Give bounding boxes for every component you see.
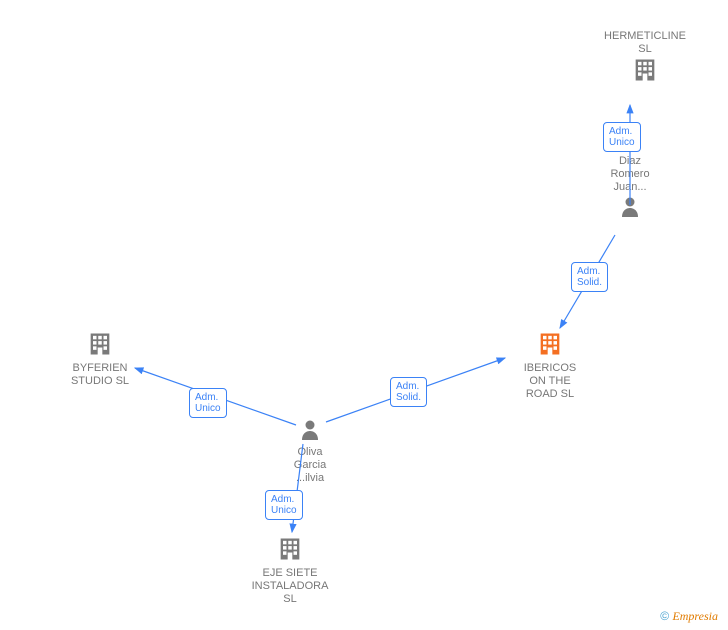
node-diaz[interactable]: Diaz Romero Juan... (600, 155, 660, 223)
node-label-ibericos: IBERICOS ON THE ROAD SL (510, 362, 590, 402)
copyright: © Empresia (660, 609, 718, 624)
node-byferien[interactable]: BYFERIEN STUDIO SL (60, 330, 140, 388)
building-icon (536, 330, 564, 358)
edge-label-oliva-byferien: Adm. Unico (189, 388, 227, 418)
edge-label-oliva-ibericos: Adm. Solid. (390, 377, 427, 407)
node-label-byferien: BYFERIEN STUDIO SL (60, 362, 140, 388)
edges-layer (0, 0, 728, 630)
building-icon (86, 330, 114, 358)
node-oliva[interactable]: Oliva Garcia ...ilvia (280, 418, 340, 486)
node-hermeticline[interactable]: HERMETICLINE SL (600, 30, 690, 88)
edge-label-oliva-eje: Adm. Unico (265, 490, 303, 520)
person-icon (618, 195, 642, 219)
node-label-oliva: Oliva Garcia ...ilvia (280, 446, 340, 486)
node-ibericos[interactable]: IBERICOS ON THE ROAD SL (510, 330, 590, 402)
copyright-brand: Empresia (672, 609, 718, 623)
copyright-symbol: © (660, 609, 669, 623)
node-eje[interactable]: EJE SIETE INSTALADORA SL (240, 535, 340, 607)
building-icon (276, 535, 304, 563)
edge-label-diaz-ibericos: Adm. Solid. (571, 262, 608, 292)
node-label-hermeticline: HERMETICLINE SL (600, 30, 690, 56)
node-label-eje: EJE SIETE INSTALADORA SL (240, 567, 340, 607)
edge-label-diaz-hermeticline: Adm. Unico (603, 122, 641, 152)
building-icon (631, 56, 659, 84)
person-icon (298, 418, 322, 442)
node-label-diaz: Diaz Romero Juan... (600, 155, 660, 195)
